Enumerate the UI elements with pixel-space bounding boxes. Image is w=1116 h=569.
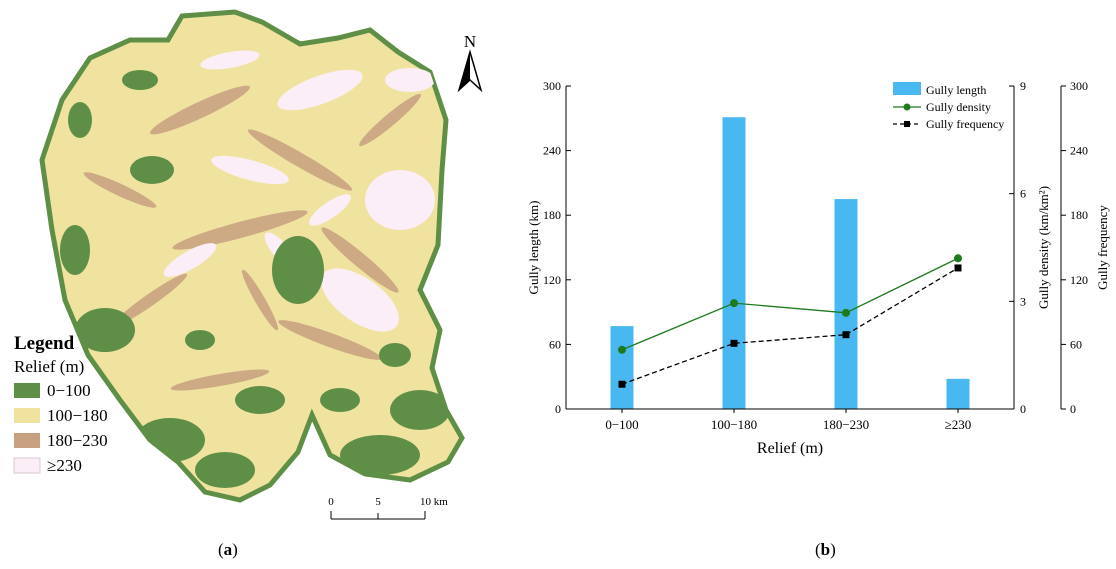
bar-1 <box>722 117 746 410</box>
line-gully-density <box>621 257 959 351</box>
left-tick-label-3: 180 <box>543 208 561 222</box>
density-point-3 <box>954 254 962 263</box>
legend-title: Legend <box>14 333 75 354</box>
x-tick-label-0: 0−100 <box>605 417 638 432</box>
legend-label-180-230: 180−230 <box>47 431 108 450</box>
bar-2 <box>834 199 858 409</box>
right1-tick-label-2: 6 <box>1020 187 1026 201</box>
legend-subtitle: Relief (m) <box>14 357 84 376</box>
right2-tick-label-1: 60 <box>1070 337 1082 351</box>
frequency-point-2 <box>842 331 850 339</box>
left-tick-label-5: 300 <box>543 79 561 93</box>
x-tick-label-1: 100−180 <box>711 417 757 432</box>
right2-tick-label-4: 240 <box>1070 144 1088 158</box>
legend-marker-gully-frequency <box>904 121 910 127</box>
left-tick-label-4: 240 <box>543 144 561 158</box>
scale-tick-10: 10 km <box>420 496 448 508</box>
legend-swatch-230-plus <box>13 457 41 474</box>
panel-label-b: (b) <box>815 540 836 559</box>
legend-swatch-0-100 <box>14 383 40 398</box>
legend-marker-gully-density <box>903 103 911 111</box>
right1-tick-label-1: 3 <box>1020 294 1026 308</box>
x-axis-label: Relief (m) <box>757 440 823 457</box>
frequency-point-1 <box>730 339 738 347</box>
right2-tick-label-2: 120 <box>1070 273 1088 287</box>
x-tick-label-2: 180−230 <box>823 417 869 432</box>
density-point-1 <box>730 299 738 308</box>
x-tick-label-3: ≥230 <box>945 417 972 432</box>
gully-chart: 0 60 120 180 240 300 0 3 6 9 0 60 120 180 240 300 0−100 1… <box>526 79 1110 457</box>
legend-label-0-100: 0−100 <box>47 381 91 400</box>
line-gully-frequency <box>621 267 959 385</box>
left-tick-label-2: 120 <box>543 273 561 287</box>
legend-label-100-180: 100−180 <box>47 406 108 425</box>
bar-series-gully-length <box>610 117 970 410</box>
map-outline <box>39 9 465 503</box>
right2-tick-label-3: 180 <box>1070 208 1088 222</box>
legend-label-0: Gully length <box>926 83 986 97</box>
scale-tick-5: 5 <box>375 496 381 508</box>
legend-swatch-180-230 <box>14 433 40 448</box>
north-arrow: N <box>457 32 483 93</box>
right1-axis-label: Gully density (km/km²) <box>1036 186 1051 309</box>
legend-label-230-plus: ≥230 <box>47 456 82 475</box>
right2-tick-label-5: 300 <box>1070 79 1088 93</box>
left-tick-label-0: 0 <box>555 402 561 416</box>
legend-label-2: Gully frequency <box>926 117 1004 131</box>
relief-patches <box>60 50 450 488</box>
right1-tick-label-3: 9 <box>1020 79 1026 93</box>
right2-tick-label-0: 0 <box>1070 402 1076 416</box>
left-axis-label: Gully length (km) <box>526 201 541 295</box>
scale-tick-0: 0 <box>328 496 334 508</box>
chart-legend: Gully length Gully density Gully frequency <box>893 82 1004 131</box>
density-point-0 <box>618 345 626 354</box>
north-label: N <box>464 32 476 51</box>
legend-swatch-100-180 <box>14 408 40 423</box>
legend-swatch-gully-length <box>893 82 921 95</box>
frequency-point-3 <box>954 264 962 272</box>
scale-bar: 0 5 10 km <box>328 496 448 520</box>
line-series <box>618 254 962 388</box>
right1-tick-label-0: 0 <box>1020 402 1026 416</box>
frequency-point-0 <box>618 380 626 388</box>
chart-axes: 0 60 120 180 240 300 0 3 6 9 0 60 120 180 240 300 0−100 1… <box>526 79 1110 457</box>
bar-3 <box>946 378 970 409</box>
map-legend: Legend Relief (m) 0−100 100−180 180−230 … <box>13 333 108 475</box>
panel-label-a: (a) <box>218 540 238 559</box>
left-tick-label-1: 60 <box>549 337 561 351</box>
legend-label-1: Gully density <box>926 100 991 114</box>
right2-axis-label: Gully frequency <box>1095 205 1110 290</box>
bar-0 <box>610 326 634 409</box>
relief-map <box>39 9 465 503</box>
density-point-2 <box>842 308 850 317</box>
